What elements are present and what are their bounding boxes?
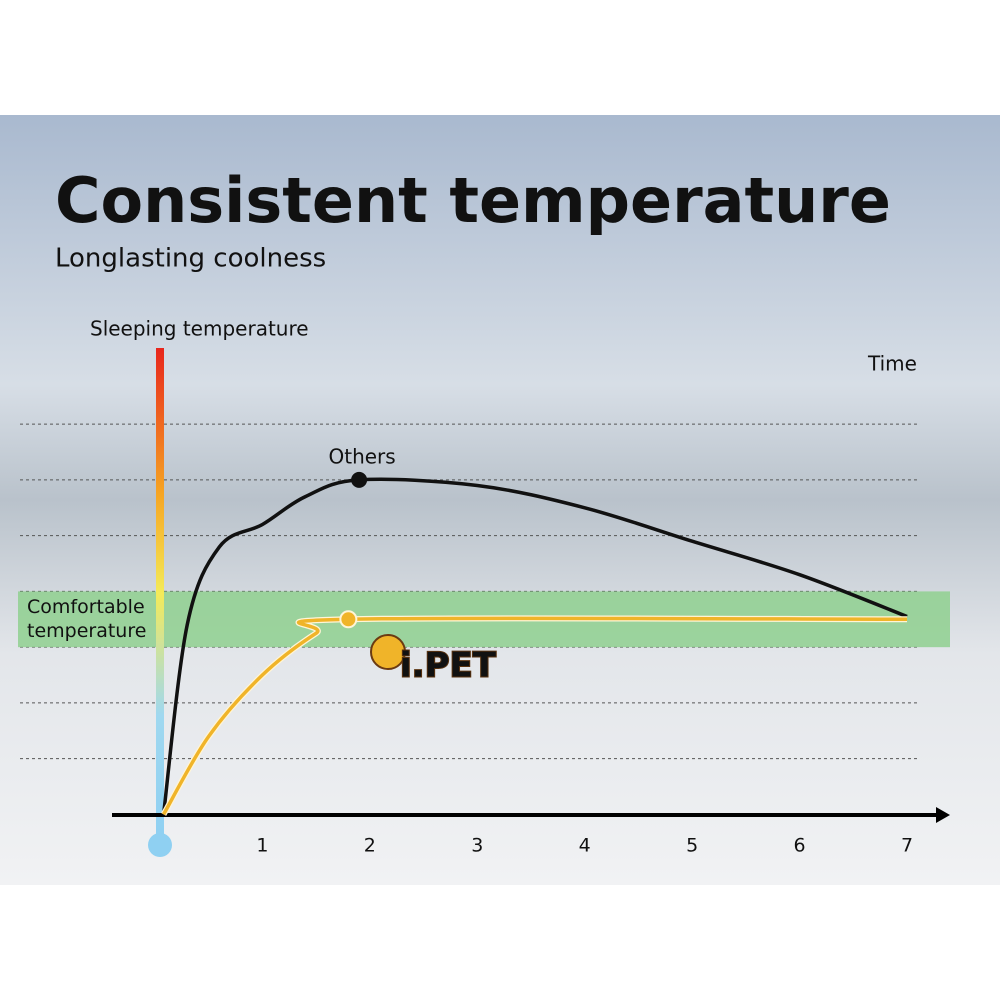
series-line [162,616,908,816]
band-label: temperature [27,620,146,642]
thermometer [156,348,164,838]
x-tick-label: 1 [256,835,268,857]
x-tick-label: 3 [471,835,483,857]
x-tick-label: 2 [364,835,376,857]
thermometer-bulb [148,833,172,857]
logo-blob [370,634,406,670]
y-axis-label: Sleeping temperature [90,317,309,341]
band-label: Comfortable [27,596,145,618]
series-marker [339,610,358,629]
x-tick-label: 4 [579,835,591,857]
series-label: Others [328,444,395,468]
chart-title: Consistent temperature [55,164,891,237]
chart-subtitle: Longlasting coolness [55,244,326,274]
x-tick-label: 6 [794,835,806,857]
x-tick-label: 7 [901,835,913,857]
series-marker [351,471,368,488]
x-tick-label: 5 [686,835,698,857]
series-label: i.PET [400,646,497,686]
x-axis-arrow [936,807,950,823]
background [0,115,1000,885]
x-axis-label: Time [867,352,917,376]
series-line [161,477,908,815]
